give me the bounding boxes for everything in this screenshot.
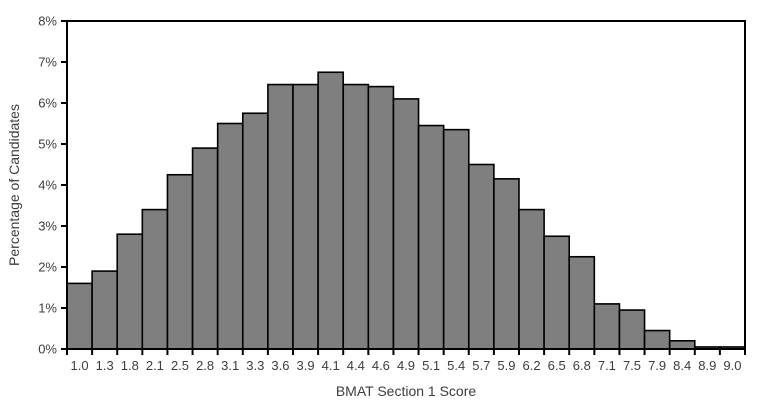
histogram-bar xyxy=(191,147,219,350)
histogram-bar xyxy=(66,282,93,350)
x-tick-label: 6.8 xyxy=(573,358,591,373)
histogram-bar xyxy=(668,339,696,350)
x-tick-label: 2.8 xyxy=(196,358,214,373)
histogram-bar xyxy=(493,178,520,350)
histogram-bar xyxy=(317,71,345,350)
histogram-bar xyxy=(392,98,420,350)
y-tick-label: 0% xyxy=(38,342,57,357)
x-tick-label: 8.4 xyxy=(673,358,691,373)
x-tick-label: 3.9 xyxy=(297,358,315,373)
histogram-bar xyxy=(91,270,119,350)
x-tick-label: 4.4 xyxy=(347,358,365,373)
histogram-bar xyxy=(593,303,621,350)
x-tick-label: 1.8 xyxy=(121,358,139,373)
histogram-bar xyxy=(166,173,194,350)
x-tick-label: 8.9 xyxy=(698,358,716,373)
histogram-bar xyxy=(367,85,395,350)
x-tick-label: 2.5 xyxy=(171,358,189,373)
x-tick-label: 5.4 xyxy=(447,358,465,373)
histogram-bar xyxy=(141,208,169,350)
x-tick-label: 1.0 xyxy=(71,358,89,373)
y-tick-label: 6% xyxy=(38,96,57,111)
histogram-bar xyxy=(292,83,319,350)
y-tick-label: 5% xyxy=(38,137,57,152)
x-tick-label: 1.3 xyxy=(96,358,114,373)
x-tick-label: 9.0 xyxy=(723,358,741,373)
histogram-bar xyxy=(342,83,370,350)
histogram-bar xyxy=(643,329,671,350)
y-tick-label: 4% xyxy=(38,178,57,193)
x-tick-label: 3.3 xyxy=(246,358,264,373)
x-tick-label: 3.1 xyxy=(221,358,239,373)
histogram-bar xyxy=(267,83,294,350)
x-tick-label: 5.1 xyxy=(422,358,440,373)
x-axis-title: BMAT Section 1 Score xyxy=(335,383,477,399)
x-tick-label: 7.5 xyxy=(623,358,641,373)
x-tick-label: 5.7 xyxy=(472,358,490,373)
x-tick-label: 2.1 xyxy=(146,358,164,373)
histogram-bar xyxy=(116,233,144,350)
histogram-bar xyxy=(618,309,646,350)
histogram-bar xyxy=(216,122,244,350)
histogram-bar xyxy=(417,124,445,350)
y-axis-title: Percentage of Candidates xyxy=(6,104,22,266)
x-tick-label: 5.9 xyxy=(497,358,515,373)
histogram-bar xyxy=(442,128,470,350)
x-tick-label: 6.5 xyxy=(548,358,566,373)
y-tick-label: 3% xyxy=(38,219,57,234)
x-tick-label: 6.2 xyxy=(523,358,541,373)
y-tick-label: 1% xyxy=(38,301,57,316)
x-tick-label: 4.9 xyxy=(397,358,415,373)
histogram-bar xyxy=(467,163,495,350)
histogram-bar xyxy=(518,208,545,350)
histogram-bar xyxy=(568,255,596,350)
x-tick-label: 3.6 xyxy=(271,358,289,373)
x-tick-label: 7.1 xyxy=(598,358,616,373)
y-tick-label: 2% xyxy=(38,260,57,275)
x-tick-label: 4.1 xyxy=(322,358,340,373)
y-tick-label: 7% xyxy=(38,55,57,70)
x-tick-label: 4.6 xyxy=(372,358,390,373)
histogram-bar xyxy=(241,112,269,350)
x-tick-label: 7.9 xyxy=(648,358,666,373)
histogram-bar xyxy=(543,235,571,350)
y-tick-label: 8% xyxy=(38,14,57,29)
